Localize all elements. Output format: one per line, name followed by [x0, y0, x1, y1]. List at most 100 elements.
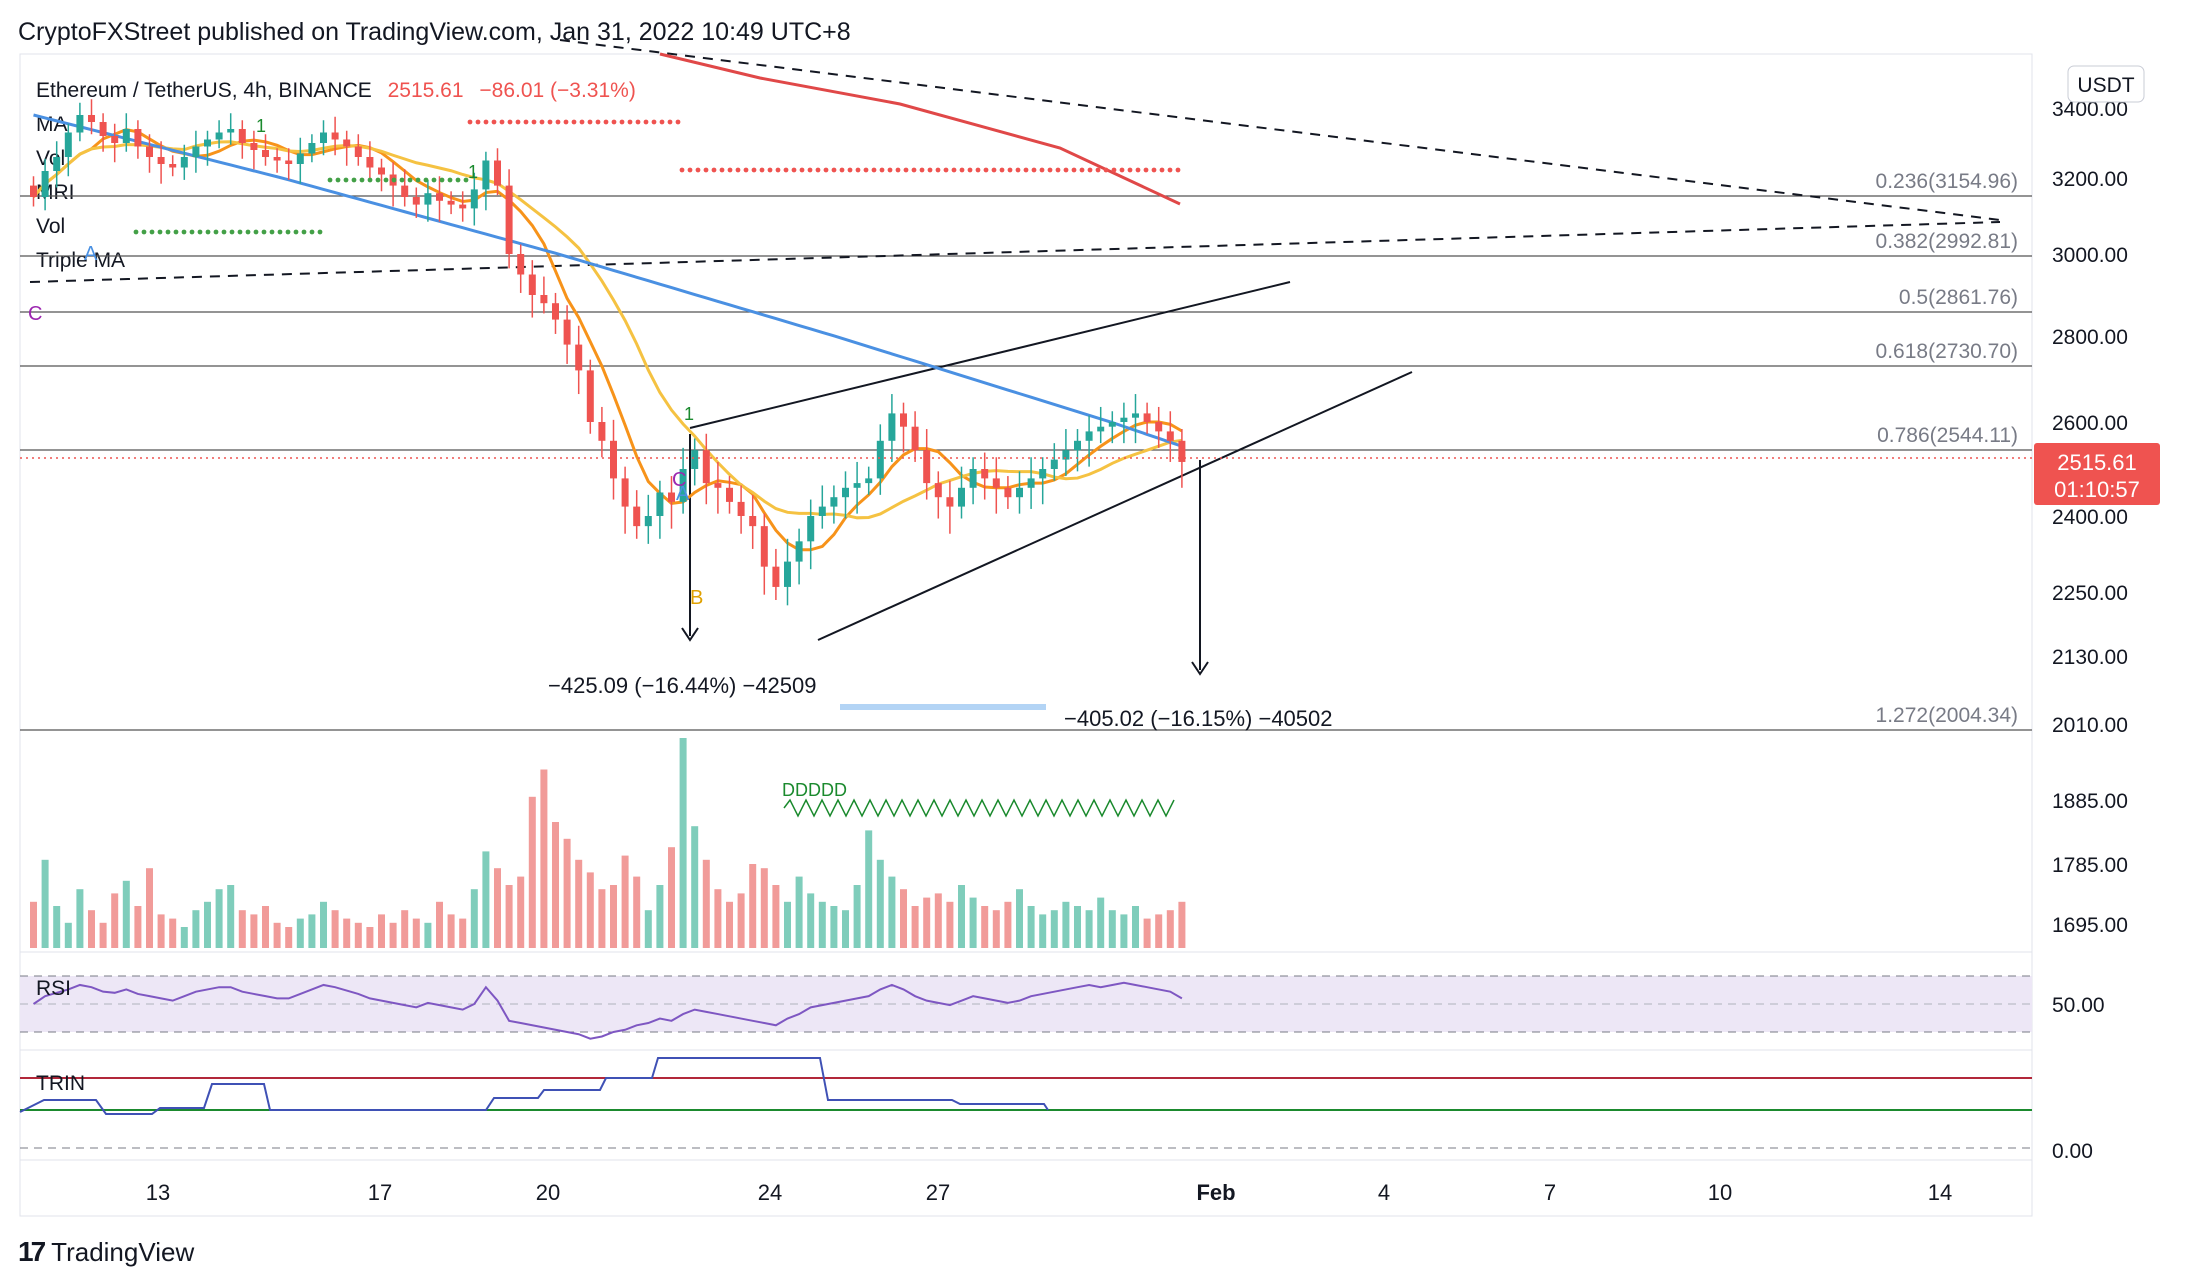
symbol-label[interactable]: Ethereum / TetherUS, 4h, BINANCE — [36, 79, 372, 102]
candle-body[interactable] — [772, 566, 780, 587]
candle-body[interactable] — [656, 492, 664, 517]
candle-body[interactable] — [853, 483, 861, 488]
candle-body[interactable] — [53, 157, 61, 171]
candle-body[interactable] — [285, 160, 293, 165]
candle-body[interactable] — [1132, 413, 1139, 418]
candle-body[interactable] — [215, 132, 223, 140]
candle-body[interactable] — [760, 526, 768, 567]
candle-body[interactable] — [691, 450, 699, 469]
wedge-upper-line[interactable] — [689, 281, 1291, 429]
candlesticks[interactable] — [30, 99, 1186, 606]
candle-body[interactable] — [354, 146, 362, 158]
candle-body[interactable] — [934, 483, 942, 498]
candle-body[interactable] — [1074, 440, 1081, 451]
candle-body[interactable] — [621, 478, 629, 507]
candle-body[interactable] — [784, 561, 791, 587]
candle-body[interactable] — [273, 157, 281, 161]
rsi-line[interactable] — [32, 981, 1183, 1040]
candle-body[interactable] — [1120, 417, 1128, 422]
indicator-triple-ma[interactable]: Triple MA — [36, 249, 126, 272]
ma-mid-line[interactable] — [32, 140, 1183, 520]
candle-body[interactable] — [598, 422, 606, 441]
candle-body[interactable] — [1108, 422, 1116, 427]
candle-body[interactable] — [575, 344, 583, 371]
candle-body[interactable] — [262, 150, 269, 157]
candle-body[interactable] — [586, 370, 594, 422]
candle-body[interactable] — [1155, 422, 1163, 432]
candle-body[interactable] — [296, 153, 304, 165]
candle-body[interactable] — [633, 506, 641, 527]
candle-body[interactable] — [76, 115, 84, 133]
rsi-label[interactable]: RSI — [36, 977, 71, 1000]
candle-body[interactable] — [714, 483, 722, 488]
trin-label[interactable]: TRIN — [36, 1072, 85, 1095]
candle-body[interactable] — [146, 146, 153, 158]
candle-body[interactable] — [1062, 450, 1070, 460]
candle-body[interactable] — [470, 189, 478, 209]
candle-body[interactable] — [958, 487, 965, 507]
candle-body[interactable] — [900, 413, 907, 427]
candle-body[interactable] — [1027, 478, 1035, 488]
candle-body[interactable] — [842, 487, 849, 498]
candle-body[interactable] — [250, 143, 258, 150]
candle-body[interactable] — [517, 254, 525, 275]
candle-body[interactable] — [157, 157, 165, 164]
candle-body[interactable] — [552, 303, 559, 320]
candle-body[interactable] — [30, 185, 37, 197]
candle-body[interactable] — [378, 167, 385, 175]
wedge-lower-line[interactable] — [817, 371, 1413, 641]
candle-body[interactable] — [482, 160, 490, 190]
candle-body[interactable] — [41, 171, 49, 197]
candle-body[interactable] — [737, 501, 745, 516]
price-axis[interactable]: 3400.00 3200.00 3000.00 2800.00 2600.00 2400.… — [2052, 98, 2128, 937]
indicator-vol-2[interactable]: Vol — [36, 215, 66, 238]
candle-body[interactable] — [528, 274, 536, 296]
candle-body[interactable] — [876, 440, 884, 479]
candle-body[interactable] — [1050, 459, 1058, 469]
candle-body[interactable] — [111, 136, 119, 143]
candle-body[interactable] — [64, 132, 72, 158]
candle-body[interactable] — [412, 197, 420, 205]
candle-body[interactable] — [494, 160, 501, 186]
candle-body[interactable] — [1097, 426, 1105, 432]
candle-body[interactable] — [1016, 487, 1023, 498]
candle-body[interactable] — [505, 185, 513, 254]
moving-averages[interactable] — [32, 52, 1183, 552]
ma-slow-line[interactable] — [33, 113, 1183, 448]
candle-body[interactable] — [447, 200, 455, 205]
candle-body[interactable] — [238, 129, 246, 143]
candle-body[interactable] — [969, 469, 977, 488]
candle-body[interactable] — [1143, 413, 1151, 422]
candle-body[interactable] — [1085, 431, 1093, 441]
candle-body[interactable] — [992, 478, 1000, 488]
candle-body[interactable] — [795, 541, 803, 562]
candle-body[interactable] — [227, 129, 235, 133]
candle-body[interactable] — [366, 157, 374, 168]
ma-fast-line[interactable] — [32, 128, 1183, 552]
fibonacci-levels[interactable]: 0.236(3154.96) 0.382(2992.81) 0.5(2861.76)… — [20, 170, 2032, 731]
candle-body[interactable] — [169, 164, 177, 168]
time-axis[interactable]: 13 17 20 24 27 Feb 4 7 10 14 — [146, 1180, 1952, 1205]
candle-body[interactable] — [459, 204, 467, 209]
candle-body[interactable] — [726, 487, 733, 502]
candle-body[interactable] — [911, 426, 919, 451]
candle-body[interactable] — [308, 143, 316, 154]
candle-body[interactable] — [923, 450, 931, 484]
candle-body[interactable] — [88, 115, 95, 122]
candle-body[interactable] — [192, 146, 200, 158]
candle-body[interactable] — [1166, 431, 1174, 441]
candle-body[interactable] — [818, 506, 826, 516]
dashed-trendline-upper[interactable] — [559, 39, 2001, 221]
candle-body[interactable] — [807, 516, 815, 542]
candle-body[interactable] — [1178, 440, 1186, 462]
candle-body[interactable] — [134, 129, 142, 147]
candle-body[interactable] — [343, 139, 351, 147]
candle-body[interactable] — [749, 516, 757, 527]
ma-200-line[interactable] — [659, 52, 1181, 206]
candle-body[interactable] — [99, 122, 107, 136]
candle-body[interactable] — [122, 129, 130, 143]
candle-body[interactable] — [204, 139, 211, 147]
candle-body[interactable] — [644, 516, 652, 527]
candle-body[interactable] — [610, 440, 617, 479]
